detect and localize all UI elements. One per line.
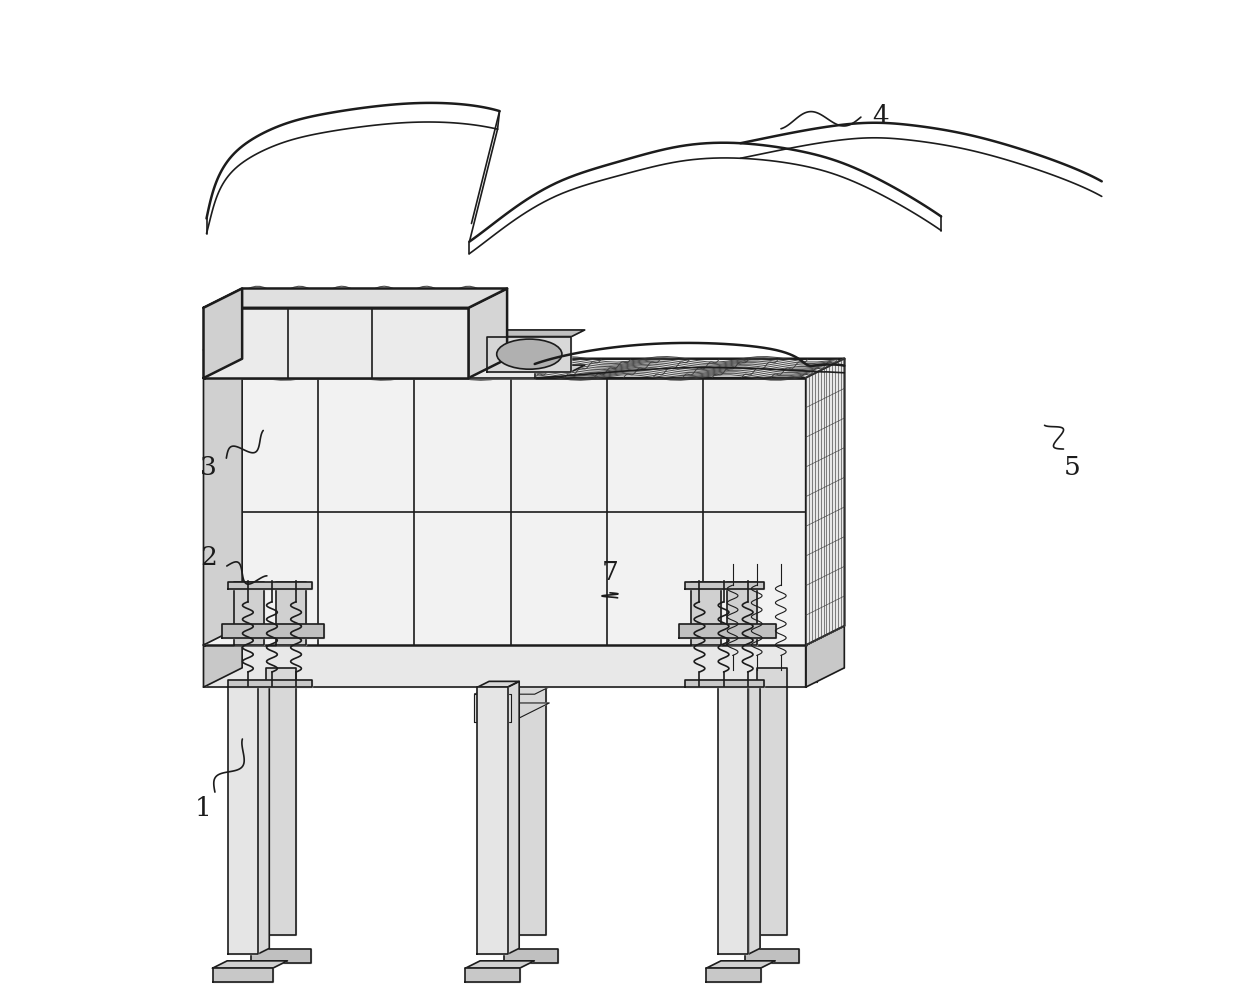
Polygon shape [203,350,534,378]
Polygon shape [680,624,775,638]
Polygon shape [487,337,572,372]
Polygon shape [718,687,749,954]
Polygon shape [203,626,844,645]
Polygon shape [806,626,844,687]
Polygon shape [516,668,547,935]
Polygon shape [505,949,558,963]
Polygon shape [203,626,242,687]
Polygon shape [691,582,722,645]
Polygon shape [203,645,806,687]
Polygon shape [233,582,264,645]
Polygon shape [756,668,787,935]
Polygon shape [487,330,585,337]
Polygon shape [465,961,534,968]
Polygon shape [707,968,760,982]
Polygon shape [477,687,507,954]
Text: 3: 3 [200,455,217,479]
Polygon shape [203,378,806,645]
Polygon shape [469,288,507,378]
Text: 5: 5 [1063,455,1080,479]
Polygon shape [231,631,833,673]
Polygon shape [487,365,585,372]
Polygon shape [267,668,296,935]
Polygon shape [228,582,312,589]
Polygon shape [275,582,306,645]
Polygon shape [475,675,573,694]
Polygon shape [507,681,520,954]
Polygon shape [228,687,258,954]
Polygon shape [212,968,273,982]
Polygon shape [203,359,242,645]
Polygon shape [203,288,507,308]
Polygon shape [228,681,269,687]
Text: 7: 7 [601,560,619,585]
Polygon shape [749,681,760,954]
Polygon shape [203,359,254,378]
Polygon shape [686,680,764,687]
Polygon shape [203,350,216,378]
Polygon shape [465,968,520,982]
Ellipse shape [497,339,562,369]
Polygon shape [252,949,311,963]
Polygon shape [806,359,844,645]
Polygon shape [203,288,242,378]
Polygon shape [475,702,549,723]
Polygon shape [745,949,799,963]
Polygon shape [475,694,511,723]
Polygon shape [203,359,844,378]
Text: 2: 2 [200,545,217,570]
Polygon shape [258,681,269,954]
Polygon shape [806,359,844,645]
Polygon shape [728,582,758,645]
Polygon shape [203,331,573,350]
Polygon shape [222,624,324,638]
Text: 1: 1 [195,796,212,821]
Polygon shape [203,626,844,645]
Polygon shape [228,680,312,687]
Text: 4: 4 [873,104,889,129]
Polygon shape [686,582,764,589]
Polygon shape [718,681,760,687]
Polygon shape [215,639,817,681]
Polygon shape [707,961,775,968]
Polygon shape [203,308,469,378]
Polygon shape [242,626,844,668]
Polygon shape [477,681,520,687]
Polygon shape [212,961,288,968]
